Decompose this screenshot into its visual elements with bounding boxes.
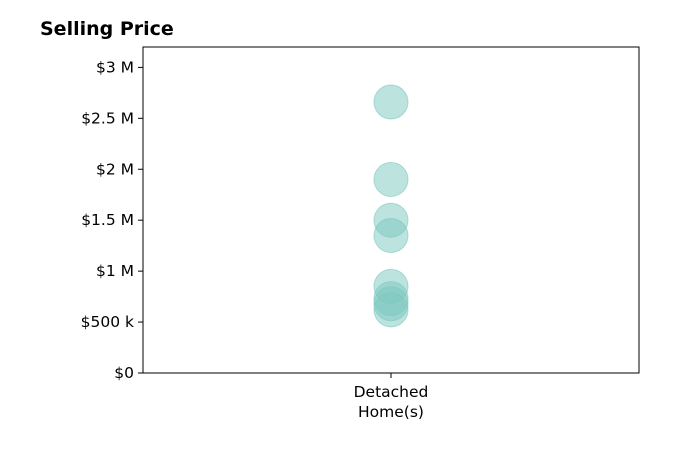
y-tick-label: $3 M (96, 58, 134, 76)
data-point (373, 161, 409, 197)
data-point (373, 292, 409, 328)
y-tick-label: $0 (114, 364, 134, 382)
y-tick-label: $2.5 M (81, 109, 134, 127)
y-tick-label: $1.5 M (81, 211, 134, 229)
y-axis: $0 $500 k $1 M $1.5 M $2 M $2.5 M $3 M (81, 58, 143, 382)
data-point (373, 217, 409, 253)
chart-title: Selling Price (40, 18, 174, 40)
x-tick-label: Detached Home(s) (354, 383, 429, 421)
y-tick-label: $1 M (96, 262, 134, 280)
data-point (373, 84, 409, 120)
y-tick-label: $500 k (81, 313, 134, 331)
data-points (373, 84, 409, 328)
x-axis: Detached Home(s) (354, 373, 429, 421)
y-tick-label: $2 M (96, 160, 134, 178)
